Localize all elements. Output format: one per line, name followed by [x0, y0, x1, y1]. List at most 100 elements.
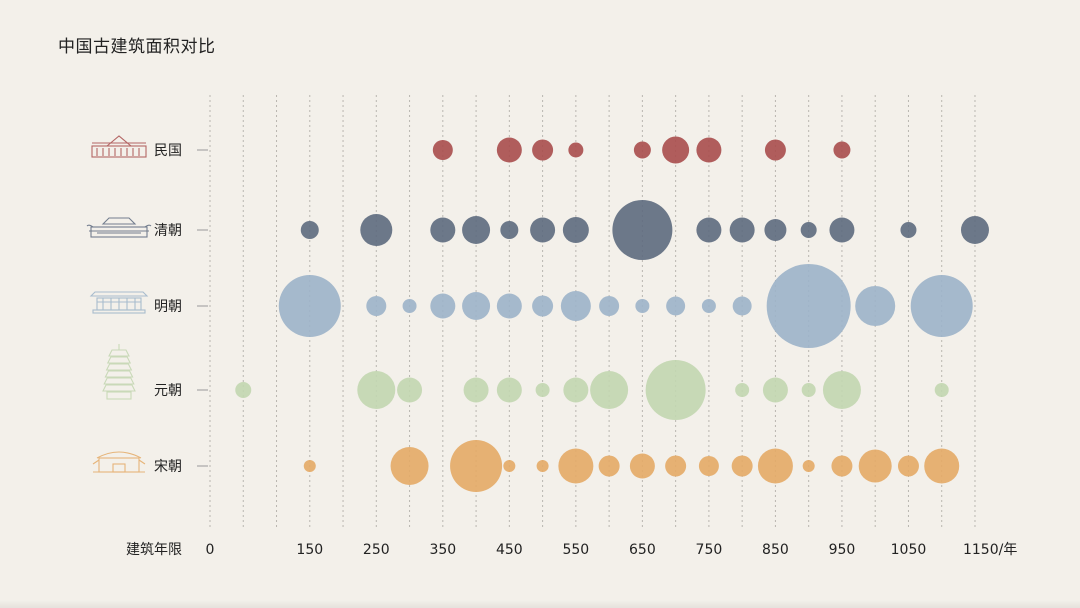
x-tick-label: 150	[296, 542, 323, 558]
data-bubble	[357, 371, 396, 409]
data-bubble	[463, 377, 489, 403]
data-bubble	[390, 447, 429, 485]
data-bubble	[563, 377, 589, 403]
data-bubble	[764, 219, 787, 241]
republic-building-icon	[91, 135, 147, 158]
data-bubble	[535, 383, 550, 397]
data-bubble	[536, 460, 549, 472]
data-bubble	[801, 383, 816, 397]
data-bubble	[855, 286, 896, 326]
series-label: 宋朝	[154, 459, 182, 475]
data-bubble	[910, 275, 973, 337]
data-bubble	[766, 264, 851, 348]
qing-palace-icon	[86, 217, 152, 238]
series-label: 民国	[154, 143, 182, 159]
data-bubble	[633, 141, 651, 159]
data-bubble	[924, 448, 960, 484]
x-tick-label: 550	[562, 542, 589, 558]
data-bubble	[764, 139, 786, 161]
data-bubble	[698, 456, 719, 476]
data-bubble	[732, 296, 752, 316]
series-row: 元朝	[102, 344, 949, 420]
x-tick-label: 650	[629, 542, 656, 558]
data-bubble	[960, 216, 989, 244]
series-label: 清朝	[154, 223, 182, 239]
x-tick-label: 850	[762, 542, 789, 558]
data-bubble	[696, 217, 722, 243]
x-axis-label: 建筑年限	[126, 542, 182, 558]
data-bubble	[833, 141, 851, 159]
data-bubble	[735, 383, 750, 397]
data-bubble	[360, 214, 393, 246]
data-bubble	[612, 200, 673, 260]
data-bubble	[831, 455, 853, 477]
data-bubble	[757, 448, 793, 484]
data-bubble	[666, 296, 686, 316]
data-bubble	[303, 460, 316, 472]
series-row: 宋朝	[92, 440, 960, 492]
data-bubble	[450, 440, 503, 492]
data-bubble	[829, 217, 855, 243]
data-bubble	[696, 137, 722, 163]
x-tick-label: 1050	[891, 542, 927, 558]
data-bubble	[645, 360, 706, 420]
x-tick-label: 950	[829, 542, 856, 558]
data-bubble	[430, 217, 456, 243]
data-bubble	[800, 222, 817, 238]
series-row: 明朝	[89, 264, 973, 348]
data-bubble	[496, 377, 522, 403]
series-row: 清朝	[86, 200, 989, 260]
data-bubble	[858, 449, 892, 483]
x-tick-label: 750	[696, 542, 723, 558]
data-bubble	[366, 296, 387, 316]
data-bubble	[430, 293, 456, 319]
data-bubble	[402, 299, 417, 313]
x-tick-label: 450	[496, 542, 523, 558]
series-row: 民国	[91, 135, 851, 164]
x-tick-label: 350	[429, 542, 456, 558]
data-bubble	[530, 217, 556, 243]
data-bubble	[568, 142, 584, 158]
x-tick-label: 0	[206, 542, 215, 558]
data-bubble	[662, 136, 690, 164]
song-gate-icon	[92, 451, 146, 473]
data-bubble	[665, 455, 687, 477]
bottom-shadow	[0, 600, 1080, 608]
data-bubble	[532, 295, 554, 317]
data-bubble	[560, 291, 591, 321]
data-bubble	[599, 296, 620, 316]
yuan-pagoda-icon	[102, 344, 136, 400]
data-bubble	[432, 140, 453, 160]
data-bubble	[897, 455, 919, 477]
x-tick-label: 250	[363, 542, 390, 558]
data-bubble	[731, 455, 753, 477]
data-bubble	[629, 453, 655, 479]
data-bubble	[500, 221, 519, 239]
data-bubble	[300, 221, 319, 239]
series-label: 明朝	[154, 299, 182, 315]
x-tick-label: 1150/年	[963, 542, 1017, 558]
data-bubble	[235, 382, 252, 398]
data-bubble	[635, 299, 650, 313]
data-bubble	[802, 460, 815, 472]
data-bubble	[462, 216, 491, 244]
data-bubble	[462, 292, 491, 320]
data-bubble	[822, 371, 861, 409]
data-bubble	[532, 139, 554, 161]
data-bubble	[496, 293, 522, 319]
data-bubble	[562, 217, 589, 243]
series-label: 元朝	[154, 383, 182, 399]
data-bubble	[503, 460, 516, 472]
ming-hall-icon	[89, 291, 149, 314]
data-bubble	[762, 377, 788, 403]
data-bubble	[900, 222, 917, 238]
data-bubble	[701, 299, 716, 313]
data-bubble	[934, 383, 949, 397]
data-bubble	[278, 275, 341, 337]
data-bubble	[590, 371, 629, 409]
data-bubble	[598, 455, 620, 477]
data-bubble	[558, 448, 594, 484]
data-bubble	[397, 377, 423, 403]
